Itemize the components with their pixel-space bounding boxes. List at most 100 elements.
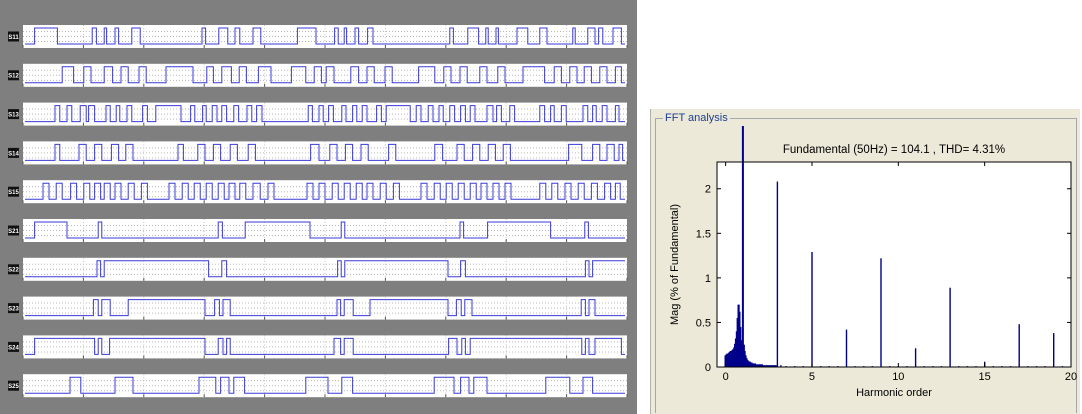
fft-bar-fundamental	[741, 126, 744, 367]
fft-group-frame	[655, 118, 1077, 413]
fft-analysis-panel: FFT analysis Fundamental (50Hz) = 104.1 …	[650, 109, 1080, 414]
fft-x-axis-label: Harmonic order	[856, 387, 932, 399]
scope-pulse-trace	[25, 105, 625, 123]
scope-channel-label: S12	[8, 70, 19, 81]
scope-channel-label: S23	[8, 303, 19, 314]
scope-label-box	[8, 31, 19, 42]
scope-channel-label: S21	[8, 225, 19, 236]
scope-channel-s23: S23	[8, 296, 628, 320]
scope-label-box	[8, 303, 19, 314]
scope-label-box	[8, 186, 19, 197]
scope-label-box	[8, 341, 19, 352]
fft-bar	[949, 287, 951, 367]
scope-strip-background	[23, 296, 627, 320]
fft-bar	[845, 329, 848, 367]
fft-axes-box	[716, 161, 1072, 368]
fft-bar	[750, 362, 753, 367]
scope-label-text: S25	[8, 384, 19, 390]
fft-bar	[780, 365, 782, 367]
scope-label-text: S21	[8, 229, 19, 235]
scope-label-box	[8, 70, 19, 81]
fft-y-axis-label: Mag (% of Fundamental)	[669, 204, 681, 325]
fft-y-tick-label: 0	[705, 362, 711, 374]
fft-bar	[772, 365, 776, 367]
scope-display: S11 S12 S13 S14 S15 S21 S22 S23 S24 S25	[0, 0, 637, 414]
fft-bar	[753, 363, 757, 367]
scope-strip-background	[23, 374, 627, 398]
fft-bar	[757, 364, 760, 367]
scope-pulse-trace	[25, 182, 625, 200]
scope-pulse-trace	[25, 27, 625, 45]
fft-x-tick-label: 0	[723, 371, 729, 383]
scope-channel-s14: S14	[8, 141, 628, 165]
fft-y-tick-label: 2	[705, 184, 711, 196]
scope-traces: S11 S12 S13 S14 S15 S21 S22 S23 S24 S25	[8, 25, 628, 398]
fft-bar	[752, 363, 755, 367]
scope-label-text: S14	[8, 151, 19, 157]
scope-channel-s13: S13	[8, 102, 628, 126]
fft-bar	[1018, 324, 1020, 367]
scope-label-box	[8, 147, 19, 158]
fft-y-tick-label: 1	[705, 273, 711, 285]
scope-strip-background	[23, 25, 627, 48]
scope-strip-background	[23, 63, 627, 87]
scope-channel-label: S13	[8, 109, 19, 120]
fft-x-tick-label: 5	[809, 371, 815, 383]
scope-strip-background	[23, 141, 627, 165]
fft-fundamental-label: Fundamental (50Hz) = 104.1 , THD= 4.31%	[783, 144, 1005, 156]
scope-channel-label: S11	[8, 31, 19, 42]
scope-pulse-trace	[25, 260, 625, 278]
fft-bar	[766, 365, 769, 367]
scope-label-box	[8, 380, 19, 391]
fft-panel-title: FFT analysis	[663, 111, 730, 125]
fft-bar	[767, 365, 770, 367]
scope-label-box	[8, 225, 19, 236]
scope-label-box	[8, 264, 19, 275]
scope-channel-label: S24	[8, 341, 19, 352]
fft-bar	[880, 258, 882, 367]
fft-bar	[811, 252, 813, 367]
scope-pulse-trace	[25, 376, 625, 394]
fft-y-tick-label: 0.5	[696, 317, 711, 329]
scope-pulse-trace	[25, 337, 625, 355]
fft-x-tick-label: 10	[892, 371, 904, 383]
fft-bar	[1053, 333, 1055, 367]
scope-label-text: S15	[8, 190, 19, 196]
fft-bar	[764, 365, 767, 367]
scope-pulse-trace	[25, 299, 625, 317]
scope-channel-s11: S11	[8, 25, 628, 48]
scope-label-box	[8, 109, 19, 120]
scope-channel-s24: S24	[8, 335, 628, 359]
scope-pulse-trace	[25, 221, 625, 239]
scope-pulse-trace	[25, 143, 625, 161]
fft-axes: 0 5 10 15 20 0 0.5 1 1.5 2	[696, 161, 1077, 383]
fft-bar	[759, 364, 762, 367]
scope-channel-s25: S25	[8, 374, 628, 398]
fft-bar	[914, 348, 917, 367]
fft-x-tick-label: 15	[979, 371, 991, 383]
scope-label-text: S13	[8, 113, 19, 119]
scope-channel-label: S22	[8, 264, 19, 275]
scope-channel-label: S15	[8, 186, 19, 197]
fft-bar	[769, 365, 772, 367]
fft-bar	[755, 364, 758, 367]
scope-strip-background	[23, 257, 627, 281]
fft-bar	[774, 365, 777, 367]
scope-channel-s15: S15	[8, 180, 628, 204]
scope-pulse-trace	[25, 66, 625, 84]
scope-label-text: S22	[8, 268, 19, 274]
fft-bar	[760, 364, 763, 367]
scope-strip-background	[23, 335, 627, 359]
fft-x-tick-label: 20	[1065, 371, 1077, 383]
scope-channel-s21: S21	[8, 219, 628, 242]
fft-bar	[762, 365, 765, 367]
fft-bar	[771, 365, 774, 367]
scope-label-text: S11	[8, 35, 19, 41]
scope-label-text: S12	[8, 74, 19, 80]
fft-bar	[776, 181, 779, 367]
scope-channel-s22: S22	[8, 257, 628, 281]
scope-channel-label: S14	[8, 147, 19, 158]
fft-chart: Fundamental (50Hz) = 104.1 , THD= 4.31% …	[669, 126, 1077, 399]
scope-channel-label: S25	[8, 380, 19, 391]
scope-strip-background	[23, 219, 627, 242]
